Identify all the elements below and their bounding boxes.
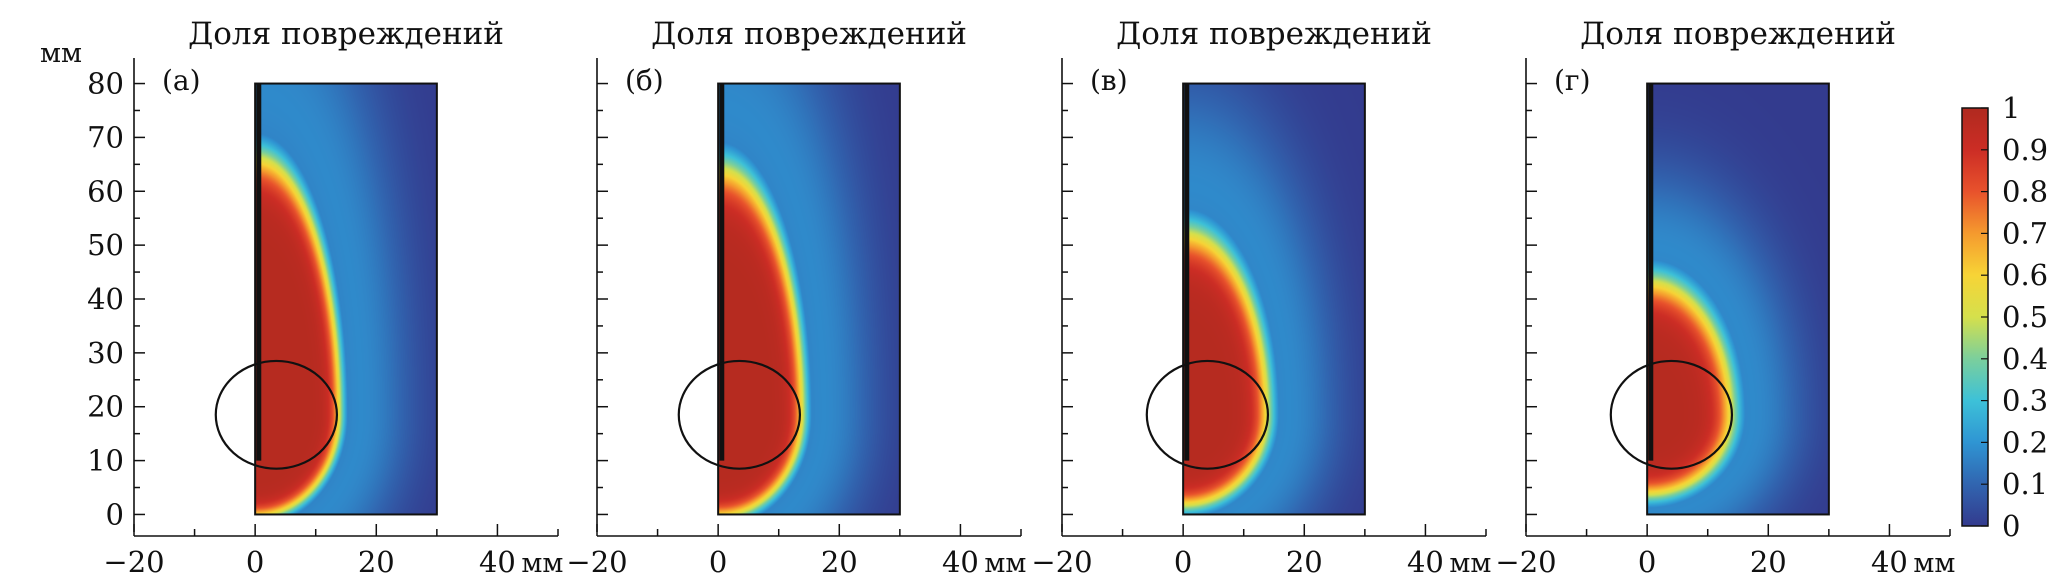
colorbar-tick-label: 0.3 — [2002, 384, 2048, 418]
damage-heatmap — [718, 83, 901, 515]
circle-contour — [677, 359, 802, 470]
x-tick-label: 40 — [1407, 545, 1444, 579]
x-unit-label: мм — [1913, 548, 1955, 579]
x-tick-label: 20 — [358, 545, 395, 579]
damage-heatmap — [1183, 83, 1366, 515]
domain-border — [1646, 82, 1830, 516]
panel-1: Доля повреждений(а)01020304050607080мм−2… — [40, 16, 563, 579]
panel-label: (г) — [1554, 64, 1591, 97]
colorbar: 0 0.1 0.2 0.3 0.4 0.5 0.6 0.7 0.8 0.9 1 — [1961, 91, 2048, 543]
colorbar-tick-label: 0.5 — [2002, 300, 2048, 334]
colorbar-tick-label: 0.1 — [2002, 467, 2048, 501]
y-tick-label: 30 — [87, 336, 124, 370]
panel-label: (в) — [1090, 64, 1128, 97]
panel-title: Доля повреждений — [1116, 16, 1432, 52]
x-unit-label: мм — [521, 548, 563, 579]
x-tick-label: −20 — [103, 545, 164, 579]
panel-4: Доля повреждений (г) −20 0 20 40 мм — [1495, 16, 1955, 579]
x-tick-label: 0 — [246, 545, 264, 579]
panel-3: Доля повреждений (в) −20 0 20 40 мм — [1031, 16, 1491, 579]
x-tick-label: −20 — [1031, 545, 1092, 579]
y-tick-label: 70 — [87, 120, 124, 154]
y-unit-label: мм — [40, 38, 82, 69]
x-unit-label: мм — [1449, 548, 1491, 579]
y-tick-label: 20 — [87, 390, 124, 424]
x-tick-label: 20 — [1750, 545, 1787, 579]
x-tick-label: 0 — [1174, 545, 1192, 579]
circle-contour — [1609, 359, 1734, 470]
x-unit-label: мм — [984, 548, 1026, 579]
domain-border — [717, 82, 901, 516]
x-tick-label: 0 — [709, 545, 727, 579]
panel-title: Доля повреждений — [1580, 16, 1896, 52]
circle-contour — [1145, 359, 1270, 470]
colorbar-tick-label: 0 — [2002, 509, 2020, 543]
panel-title: Доля повреждений — [651, 16, 967, 52]
colorbar-tick-label: 1 — [2002, 91, 2020, 125]
y-tick-label: 0 — [106, 497, 124, 531]
x-tick-label: 40 — [479, 545, 516, 579]
domain-border — [254, 82, 438, 516]
damage-heatmap — [255, 83, 438, 515]
y-tick-label: 10 — [87, 444, 124, 478]
x-tick-label: 20 — [1286, 545, 1323, 579]
x-tick-label: 40 — [942, 545, 979, 579]
y-tick-label: 50 — [87, 228, 124, 262]
colorbar-tick-label: 0.8 — [2002, 175, 2048, 209]
y-tick-label: 60 — [87, 174, 124, 208]
x-tick-label: −20 — [566, 545, 627, 579]
x-tick-label: 20 — [821, 545, 858, 579]
y-tick-label: 80 — [87, 67, 124, 101]
y-tick-label: 40 — [87, 282, 124, 316]
circle-contour — [214, 359, 339, 470]
panel-label: (а) — [162, 64, 201, 97]
x-tick-label: −20 — [1495, 545, 1556, 579]
panel-2: Доля повреждений (б) −20 0 20 40 мм — [566, 16, 1026, 579]
colorbar-ramp — [1961, 107, 1989, 527]
panel-label: (б) — [625, 64, 664, 97]
colorbar-tick-label: 0.9 — [2002, 133, 2048, 167]
x-tick-label: 0 — [1638, 545, 1656, 579]
colorbar-tick-label: 0.6 — [2002, 258, 2048, 292]
colorbar-tick-label: 0.2 — [2002, 425, 2048, 459]
panel-title: Доля повреждений — [188, 16, 504, 52]
domain-border — [1182, 82, 1366, 516]
colorbar-tick-label: 0.7 — [2002, 216, 2048, 250]
damage-heatmap — [1647, 83, 1830, 515]
colorbar-tick-label: 0.4 — [2002, 342, 2048, 376]
x-tick-label: 40 — [1871, 545, 1908, 579]
